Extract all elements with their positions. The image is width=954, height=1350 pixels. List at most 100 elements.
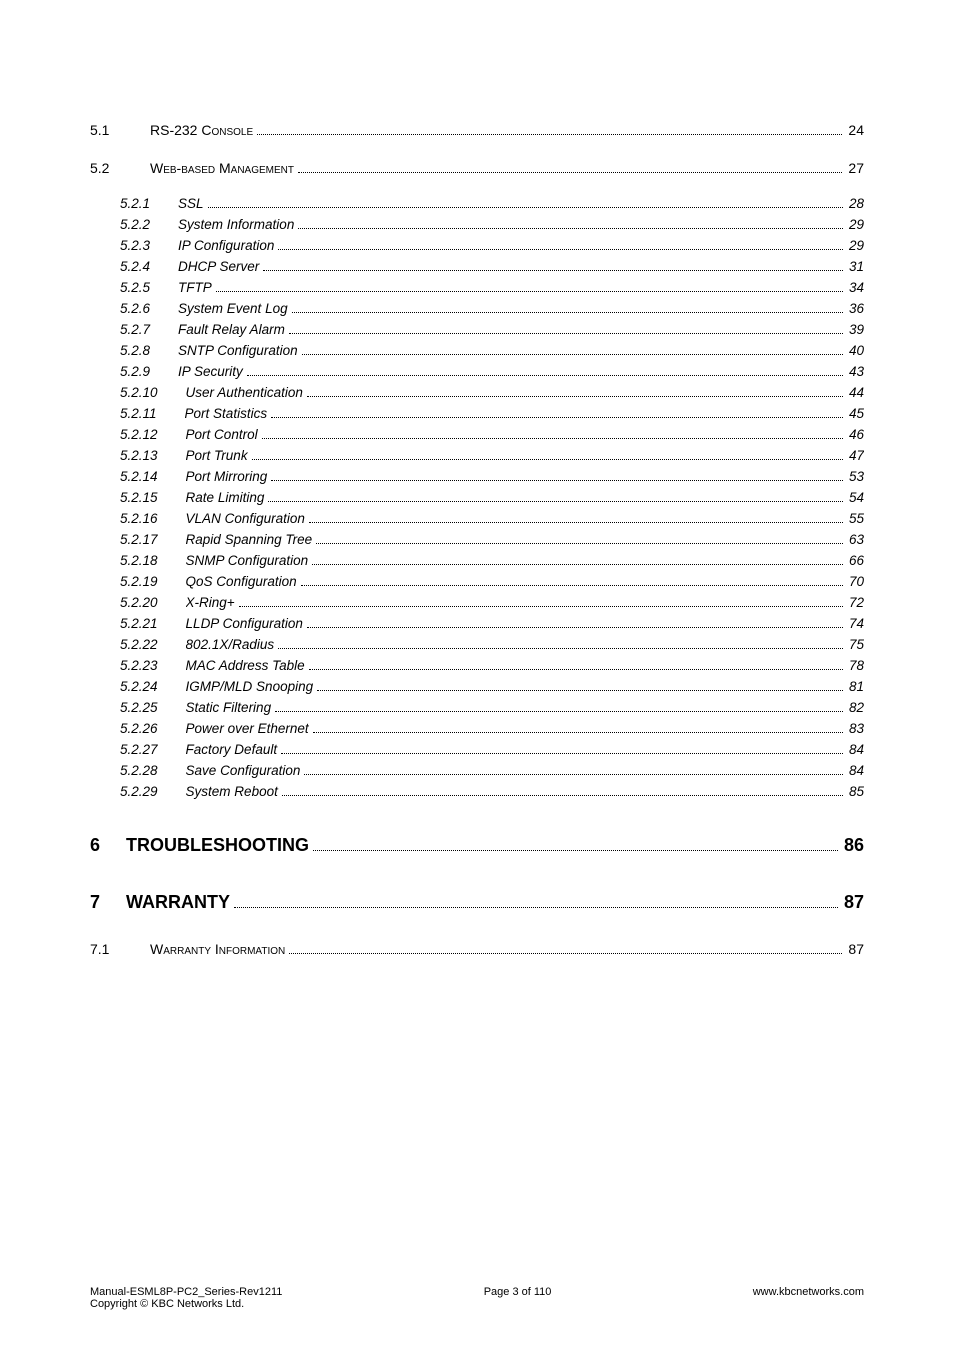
toc-leader [301, 585, 843, 586]
toc-entry[interactable]: 5.2.26Power over Ethernet 83 [90, 721, 864, 736]
toc-entry-number: 5.2.28 [90, 763, 186, 778]
toc-leader [257, 134, 842, 135]
toc-entry[interactable]: 5.2.29System Reboot 85 [90, 784, 864, 799]
toc-entry[interactable]: 5.2.4DHCP Server 31 [90, 259, 864, 274]
toc-entry-number: 5.2.21 [90, 616, 186, 631]
toc-entry-page: 24 [846, 122, 864, 138]
toc-entry-label: VLAN Configuration [186, 511, 305, 526]
toc-entry[interactable]: 5.2.20X-Ring+ 72 [90, 595, 864, 610]
toc-entry-number: 5.2.8 [90, 343, 178, 358]
toc-entry[interactable]: 5.2.14Port Mirroring 53 [90, 469, 864, 484]
toc-entry[interactable]: 5.2.21LLDP Configuration 74 [90, 616, 864, 631]
toc-entry[interactable]: 5.2.6System Event Log 36 [90, 301, 864, 316]
toc-entry-page: 29 [847, 217, 864, 232]
toc-entry-page: 47 [847, 448, 864, 463]
toc-entry[interactable]: 5.2.28Save Configuration 84 [90, 763, 864, 778]
toc-entry-page: 63 [847, 532, 864, 547]
toc-entry-label: IGMP/MLD Snooping [186, 679, 314, 694]
toc-entry[interactable]: 7.1Warranty Information 87 [90, 941, 864, 957]
toc-leader [239, 606, 843, 607]
page-footer: Manual-ESML8P-PC2_Series-Rev1211 Copyrig… [90, 1286, 864, 1310]
toc-entry[interactable]: 5.2.22802.1X/Radius 75 [90, 637, 864, 652]
toc-entry[interactable]: 5.2.2System Information 29 [90, 217, 864, 232]
toc-entry-page: 84 [847, 742, 864, 757]
toc-entry[interactable]: 5.2.17Rapid Spanning Tree 63 [90, 532, 864, 547]
toc-entry[interactable]: 5.2.7Fault Relay Alarm 39 [90, 322, 864, 337]
toc-leader [298, 172, 842, 173]
toc-leader [304, 774, 843, 775]
toc-entry[interactable]: 5.2.9IP Security 43 [90, 364, 864, 379]
toc-leader [263, 270, 843, 271]
toc-entry-number: 7.1 [90, 941, 150, 957]
toc-entry[interactable]: 5.2.16VLAN Configuration 55 [90, 511, 864, 526]
toc-entry-page: 81 [847, 679, 864, 694]
toc-entry-number: 5.2.5 [90, 280, 178, 295]
toc-leader [281, 753, 843, 754]
toc-entry-page: 54 [847, 490, 864, 505]
toc-entry-label: Port Control [186, 427, 258, 442]
toc-leader [262, 438, 843, 439]
toc-entry-page: 34 [847, 280, 864, 295]
toc-entry[interactable]: 5.2.25Static Filtering 82 [90, 700, 864, 715]
toc-leader [271, 417, 843, 418]
footer-left: Manual-ESML8P-PC2_Series-Rev1211 Copyrig… [90, 1286, 282, 1310]
toc-entry-page: 43 [847, 364, 864, 379]
toc-entry-label: Factory Default [186, 742, 278, 757]
toc-entry-page: 29 [847, 238, 864, 253]
toc-leader [317, 690, 843, 691]
toc-entry-label: TROUBLESHOOTING [126, 835, 309, 856]
toc-entry[interactable]: 5.2.27Factory Default 84 [90, 742, 864, 757]
toc-entry[interactable]: 5.2.8SNTP Configuration 40 [90, 343, 864, 358]
toc-leader [316, 543, 843, 544]
toc-entry[interactable]: 5.2.24IGMP/MLD Snooping 81 [90, 679, 864, 694]
toc-entry[interactable]: 5.2.12Port Control 46 [90, 427, 864, 442]
toc-entry-label: SSL [178, 196, 204, 211]
toc-entry-page: 78 [847, 658, 864, 673]
toc-entry[interactable]: 5.2.10User Authentication 44 [90, 385, 864, 400]
toc-entry-page: 72 [847, 595, 864, 610]
toc-entry-label: RS-232 Console [150, 122, 253, 138]
toc-entry[interactable]: 5.2.11Port Statistics 45 [90, 406, 864, 421]
toc-entry[interactable]: 5.2.13Port Trunk 47 [90, 448, 864, 463]
toc-leader [309, 669, 843, 670]
toc-entry[interactable]: 5.2.18SNMP Configuration 66 [90, 553, 864, 568]
toc-entry[interactable]: 5.2Web-based Management 27 [90, 160, 864, 176]
footer-manual-id: Manual-ESML8P-PC2_Series-Rev1211 [90, 1286, 282, 1298]
toc-entry-number: 5.2.9 [90, 364, 178, 379]
toc-entry[interactable]: 6TROUBLESHOOTING 86 [90, 835, 864, 856]
toc-entry-number: 5.2.16 [90, 511, 186, 526]
table-of-contents: 5.1RS-232 Console 24 5.2Web-based Managem… [90, 122, 864, 957]
toc-entry-number: 5.2.20 [90, 595, 186, 610]
toc-entry[interactable]: 5.2.23MAC Address Table 78 [90, 658, 864, 673]
toc-leader [271, 480, 843, 481]
toc-entry-number: 5.2 [90, 160, 150, 176]
toc-leader [309, 522, 843, 523]
toc-entry-label: X-Ring+ [186, 595, 235, 610]
toc-entry-label: Port Mirroring [186, 469, 268, 484]
toc-entry[interactable]: 7WARRANTY 87 [90, 892, 864, 913]
toc-entry-number: 5.2.15 [90, 490, 186, 505]
toc-entry-number: 5.2.14 [90, 469, 186, 484]
toc-leader [313, 732, 843, 733]
toc-entry-label: Rate Limiting [186, 490, 265, 505]
toc-entry-number: 5.2.25 [90, 700, 186, 715]
toc-entry-label: DHCP Server [178, 259, 259, 274]
toc-entry[interactable]: 5.2.5TFTP 34 [90, 280, 864, 295]
toc-entry-page: 39 [847, 322, 864, 337]
toc-entry-label: LLDP Configuration [186, 616, 303, 631]
toc-entry-label: 802.1X/Radius [186, 637, 275, 652]
toc-entry-page: 36 [847, 301, 864, 316]
toc-entry-number: 5.2.17 [90, 532, 186, 547]
toc-leader [307, 396, 843, 397]
toc-entry[interactable]: 5.1RS-232 Console 24 [90, 122, 864, 138]
toc-entry-number: 5.2.23 [90, 658, 186, 673]
footer-page-number: Page 3 of 110 [484, 1286, 552, 1310]
toc-entry-label: Port Statistics [185, 406, 268, 421]
toc-entry[interactable]: 5.2.1SSL 28 [90, 196, 864, 211]
toc-entry-number: 5.2.12 [90, 427, 186, 442]
toc-entry-page: 40 [847, 343, 864, 358]
toc-entry[interactable]: 5.2.15Rate Limiting 54 [90, 490, 864, 505]
toc-entry[interactable]: 5.2.19QoS Configuration 70 [90, 574, 864, 589]
toc-leader [302, 354, 843, 355]
toc-entry[interactable]: 5.2.3IP Configuration 29 [90, 238, 864, 253]
